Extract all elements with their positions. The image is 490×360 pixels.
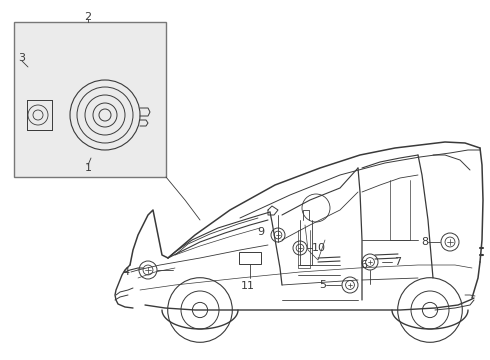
Text: 9: 9 <box>257 227 264 237</box>
Text: 10: 10 <box>312 243 326 253</box>
Text: 5: 5 <box>319 280 326 290</box>
Text: 8: 8 <box>421 237 428 247</box>
Text: 11: 11 <box>241 281 255 291</box>
Text: 4: 4 <box>123 267 130 277</box>
Text: 1: 1 <box>84 163 92 173</box>
Text: 7: 7 <box>394 257 401 267</box>
Text: 6: 6 <box>360 260 367 270</box>
Bar <box>239 252 261 264</box>
Text: 3: 3 <box>19 53 25 63</box>
Text: 2: 2 <box>84 12 92 22</box>
Bar <box>14 22 166 177</box>
